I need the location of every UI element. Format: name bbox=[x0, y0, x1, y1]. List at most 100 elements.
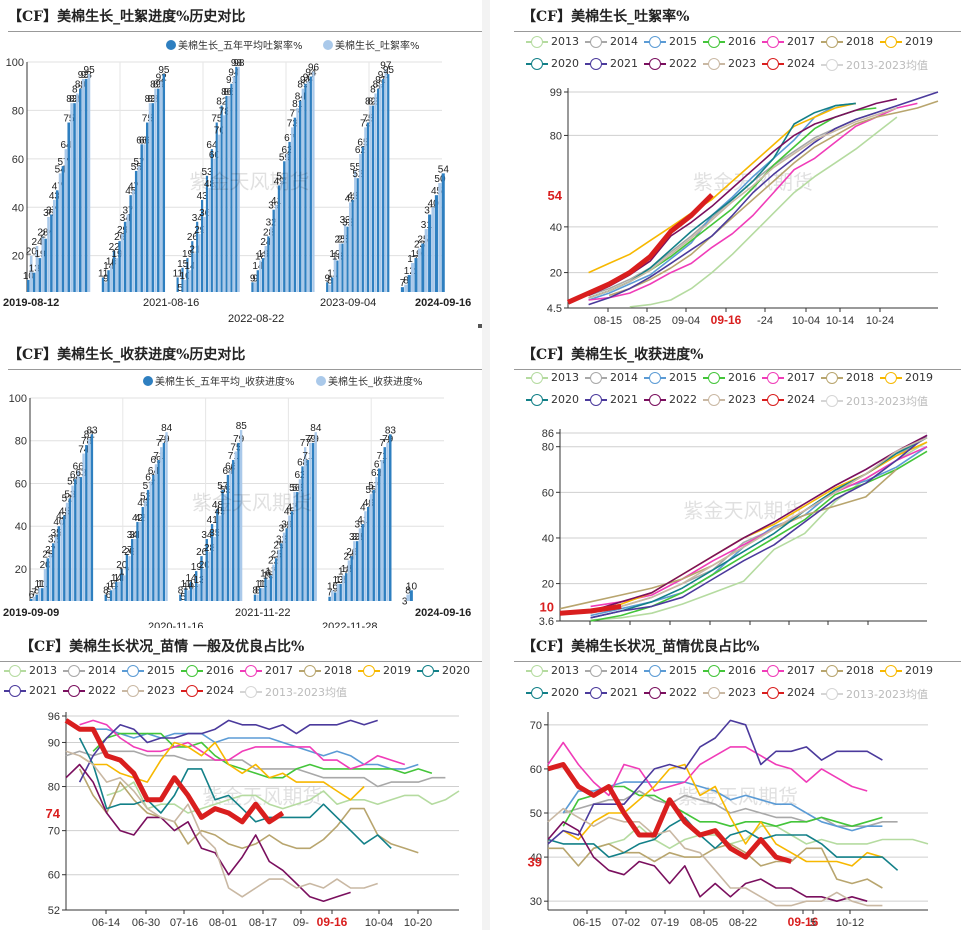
bar bbox=[407, 275, 411, 292]
bar bbox=[417, 248, 421, 292]
legend-item-2022[interactable]: 2022 bbox=[63, 684, 116, 697]
legend-item-2017[interactable]: 2017 bbox=[762, 35, 815, 48]
legend-item-2013[interactable]: 2013 bbox=[526, 35, 579, 48]
gutter bbox=[482, 0, 490, 930]
legend-item-2013-2023均值[interactable]: 2013-2023均值 bbox=[821, 686, 928, 702]
legend-label: 2020 bbox=[551, 393, 579, 406]
legend-item-2013-2023均值[interactable]: 2013-2023均值 bbox=[240, 684, 347, 700]
x-tick-label: 10-12 bbox=[836, 917, 864, 929]
legend-item-2024[interactable]: 2024 bbox=[762, 57, 815, 70]
resize-handle[interactable] bbox=[478, 324, 482, 328]
bar-value-label: 9 bbox=[332, 583, 338, 594]
bar bbox=[53, 200, 56, 292]
bar-value-label: 10 bbox=[180, 271, 192, 282]
legend-item-avg[interactable]: 美棉生长_五年平均_收获进度% bbox=[143, 373, 295, 388]
bar-value-label: 92 bbox=[303, 72, 315, 83]
panel-harvest-history: 【CF】美棉生长_收获进度%历史对比 美棉生长_五年平均_收获进度% 美棉生长_… bbox=[0, 338, 482, 628]
legend-item-2021[interactable]: 2021 bbox=[4, 684, 57, 697]
bar bbox=[137, 166, 141, 292]
legend-item-2019[interactable]: 2019 bbox=[880, 35, 933, 48]
bar bbox=[339, 583, 342, 601]
bar bbox=[49, 553, 52, 601]
legend-item-2013-2023均值[interactable]: 2013-2023均值 bbox=[821, 57, 928, 73]
y-tick-label: 86 bbox=[542, 428, 554, 440]
legend-item-avg[interactable]: 美棉生长_五年平均吐絮率% bbox=[166, 37, 303, 52]
bar bbox=[351, 200, 354, 292]
legend-item-2014[interactable]: 2014 bbox=[585, 35, 638, 48]
bar-value-label: 75 bbox=[362, 114, 374, 125]
legend-item-2013[interactable]: 2013 bbox=[4, 664, 57, 677]
legend-item-2018[interactable]: 2018 bbox=[299, 664, 352, 677]
bar bbox=[152, 474, 155, 601]
legend-item-2023[interactable]: 2023 bbox=[703, 57, 756, 70]
legend-item-2018[interactable]: 2018 bbox=[821, 35, 874, 48]
watermark: 紫金天风期货 bbox=[684, 500, 804, 523]
bar bbox=[328, 596, 331, 601]
legend-item-2015[interactable]: 2015 bbox=[644, 371, 697, 384]
legend-item-2013-2023均值[interactable]: 2013-2023均值 bbox=[821, 393, 928, 409]
legend-item-2017[interactable]: 2017 bbox=[240, 664, 293, 677]
bar-value-label: 12 bbox=[404, 266, 416, 277]
legend-item-2018[interactable]: 2018 bbox=[821, 664, 874, 677]
legend-item-2020[interactable]: 2020 bbox=[526, 686, 579, 699]
legend-item-2021[interactable]: 2021 bbox=[585, 686, 638, 699]
legend-item-2023[interactable]: 2023 bbox=[122, 684, 175, 697]
legend-item-2019[interactable]: 2019 bbox=[880, 664, 933, 677]
legend-item-2021[interactable]: 2021 bbox=[585, 393, 638, 406]
bar bbox=[220, 105, 223, 292]
bar bbox=[76, 470, 80, 601]
y-tick-label: 40 bbox=[550, 222, 562, 234]
y-tick-label: 100 bbox=[6, 57, 24, 69]
bar-value-label: 19 bbox=[34, 249, 46, 260]
legend-item-2016[interactable]: 2016 bbox=[703, 371, 756, 384]
legend-item-2024[interactable]: 2024 bbox=[181, 684, 234, 697]
legend-item-2016[interactable]: 2016 bbox=[181, 664, 234, 677]
legend-item-2014[interactable]: 2014 bbox=[585, 664, 638, 677]
bar-value-label: 95 bbox=[158, 65, 170, 76]
legend-item-2019[interactable]: 2019 bbox=[358, 664, 411, 677]
legend-item-2021[interactable]: 2021 bbox=[585, 57, 638, 70]
legend-item-2024[interactable]: 2024 bbox=[762, 393, 815, 406]
legend-marker-icon bbox=[762, 57, 784, 70]
bar-value-label: 8 bbox=[178, 586, 184, 597]
y-tick-label: 30 bbox=[530, 896, 542, 908]
legend-item-current[interactable]: 美棉生长_吐絮率% bbox=[323, 37, 420, 52]
legend-item-2015[interactable]: 2015 bbox=[122, 664, 175, 677]
legend-item-2024[interactable]: 2024 bbox=[762, 686, 815, 699]
legend-item-2013[interactable]: 2013 bbox=[526, 664, 579, 677]
bar-value-label: 79 bbox=[305, 434, 317, 445]
bar-value-label: 59 bbox=[67, 477, 79, 488]
bar-value-label: 19 bbox=[329, 249, 341, 260]
bar bbox=[115, 258, 119, 292]
legend-item-2020[interactable]: 2020 bbox=[526, 57, 579, 70]
legend-item-2020[interactable]: 2020 bbox=[526, 393, 579, 406]
bar bbox=[179, 594, 182, 601]
bar bbox=[148, 103, 152, 292]
legend-item-2013[interactable]: 2013 bbox=[526, 371, 579, 384]
legend-item-2015[interactable]: 2015 bbox=[644, 664, 697, 677]
legend-item-2019[interactable]: 2019 bbox=[880, 371, 933, 384]
legend-item-2022[interactable]: 2022 bbox=[644, 686, 697, 699]
legend-item-2014[interactable]: 2014 bbox=[585, 371, 638, 384]
bar-value-label: 67 bbox=[284, 133, 296, 144]
legend-item-2015[interactable]: 2015 bbox=[644, 35, 697, 48]
legend-item-2017[interactable]: 2017 bbox=[762, 664, 815, 677]
legend-item-2016[interactable]: 2016 bbox=[703, 664, 756, 677]
legend-item-current[interactable]: 美棉生长_收获进度% bbox=[316, 373, 423, 388]
legend-item-2016[interactable]: 2016 bbox=[703, 35, 756, 48]
legend-item-2014[interactable]: 2014 bbox=[63, 664, 116, 677]
legend-item-2018[interactable]: 2018 bbox=[821, 371, 874, 384]
y-tick-label: 70 bbox=[530, 720, 542, 732]
legend-item-2020[interactable]: 2020 bbox=[417, 664, 470, 677]
bar bbox=[227, 95, 231, 292]
legend-marker-icon bbox=[644, 35, 666, 48]
legend-item-2023[interactable]: 2023 bbox=[703, 393, 756, 406]
bar-value-label: 47 bbox=[128, 181, 140, 192]
legend-item-2023[interactable]: 2023 bbox=[703, 686, 756, 699]
legend-item-2022[interactable]: 2022 bbox=[644, 393, 697, 406]
legend-item-2017[interactable]: 2017 bbox=[762, 371, 815, 384]
bar bbox=[198, 233, 201, 292]
legend-item-2022[interactable]: 2022 bbox=[644, 57, 697, 70]
bar bbox=[79, 477, 83, 601]
series-line-2022 bbox=[590, 434, 928, 612]
